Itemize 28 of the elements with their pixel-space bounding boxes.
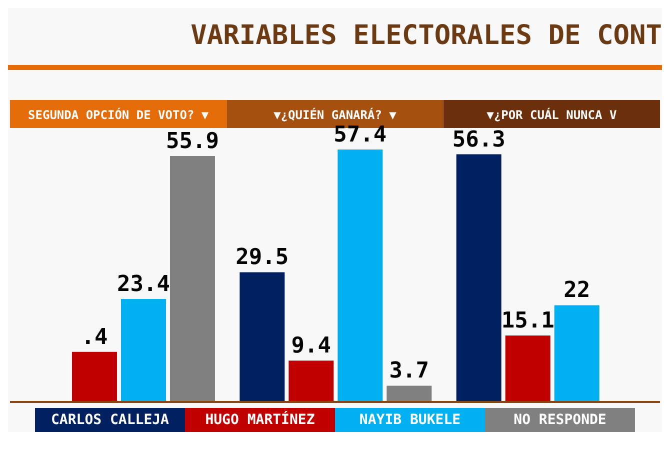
bar <box>170 156 215 402</box>
x-tick-label: SEGUNDA OPCIÓN DE VOTO? ▼ <box>28 107 210 122</box>
series-label: NAYIB BUKELE <box>335 408 485 432</box>
bar <box>505 336 550 402</box>
annotation: .4 <box>81 324 108 350</box>
bar <box>240 272 285 402</box>
series-label: HUGO MARTÍNEZ <box>185 408 335 432</box>
data-label: 22 <box>564 278 590 304</box>
data-label: 57.4 <box>334 122 387 148</box>
data-label: 9.4 <box>291 334 332 359</box>
data-label: 3.7 <box>389 358 430 384</box>
data-label: 56.3 <box>452 127 506 152</box>
data-label: 29.5 <box>236 245 289 270</box>
bar <box>386 386 432 402</box>
data-label: 23.4 <box>117 272 170 298</box>
bar <box>554 305 600 402</box>
bar <box>456 154 502 402</box>
x-tick-label: ▼¿POR CUÁL NUNCA V <box>486 107 617 122</box>
data-label: 55.9 <box>166 129 219 154</box>
bar <box>121 299 166 402</box>
x-tick-label: ▼¿QUIÉN GANARÁ? ▼ <box>274 107 398 122</box>
bar <box>72 352 117 402</box>
bar <box>288 360 334 402</box>
text: CARLOS CALLEJA <box>35 408 185 432</box>
chart-title: VARIABLES ELECTORALES DE CONT <box>190 19 662 53</box>
bar <box>338 149 383 402</box>
data-label: 15.1 <box>501 308 554 334</box>
text: NO RESPONDE <box>485 408 635 432</box>
